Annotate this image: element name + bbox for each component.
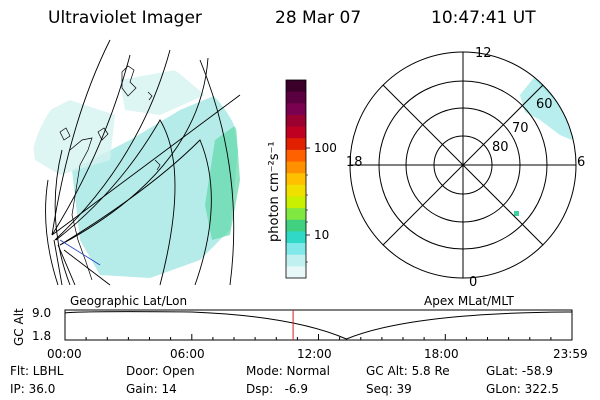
mlt-label-dawn: 6 bbox=[577, 155, 586, 170]
apex-caption: Apex MLat/MLT bbox=[424, 294, 514, 308]
timeline-xtick-1800: 18:00 bbox=[424, 347, 459, 361]
coastline bbox=[97, 127, 109, 141]
colorbar-swatch bbox=[286, 196, 306, 209]
colorbar-swatch bbox=[286, 138, 306, 151]
mlt-label-noon: 12 bbox=[475, 46, 492, 61]
status-seq: Seq: 39 bbox=[366, 382, 412, 396]
coastline bbox=[121, 65, 137, 97]
colorbar-swatch bbox=[286, 231, 306, 244]
timeline-xtick-0000: 00:00 bbox=[47, 347, 82, 361]
grid-parallel bbox=[55, 119, 176, 286]
grid-parallel bbox=[54, 149, 71, 286]
coastline bbox=[147, 91, 153, 101]
grid-meridian bbox=[199, 59, 235, 286]
colorbar-swatch bbox=[286, 103, 306, 116]
status-door: Door: Open bbox=[126, 364, 195, 378]
mlat-label-80: 80 bbox=[492, 140, 509, 155]
time-label: 10:47:41 UT bbox=[431, 8, 536, 28]
colorbar-swatch bbox=[286, 243, 306, 256]
colorbar bbox=[285, 79, 310, 279]
timeline-xtick-0600: 06:00 bbox=[170, 347, 205, 361]
colorbar-swatch bbox=[286, 173, 306, 186]
status-filter: Flt: LBHL bbox=[10, 364, 64, 378]
colorbar-label: photon cm⁻²s⁻¹ bbox=[267, 141, 282, 242]
grid-parallel bbox=[51, 94, 241, 236]
colorbar-swatch bbox=[286, 161, 306, 174]
colorbar-tick-label-100: 100 bbox=[314, 141, 337, 155]
aurora-emission-bright bbox=[205, 125, 240, 240]
grid-parallel bbox=[57, 244, 76, 286]
mlt-label-dusk: 18 bbox=[346, 155, 363, 170]
aurora-emission bbox=[72, 90, 238, 278]
terminator-line bbox=[59, 239, 101, 266]
geographic-caption: Geographic Lat/Lon bbox=[70, 294, 188, 308]
timeline-xtick-2359: 23:59 bbox=[553, 347, 588, 361]
timeline-ytick-9: 9.0 bbox=[32, 306, 52, 320]
mlat-label-60: 60 bbox=[536, 97, 553, 112]
colorbar-tick-label-10: 10 bbox=[314, 228, 330, 242]
status-dsp: Dsp: -6.9 bbox=[246, 382, 309, 396]
status-gain: Gain: 14 bbox=[126, 382, 177, 396]
orbit-altitude-curve bbox=[64, 311, 572, 340]
aurora-emission-faint bbox=[120, 70, 205, 115]
coastline bbox=[69, 137, 93, 281]
status-gc-alt: GC Alt: 5.8 Re bbox=[366, 364, 450, 378]
timeline-plot bbox=[64, 309, 573, 341]
coastline bbox=[154, 159, 161, 171]
status-ip: IP: 36.0 bbox=[10, 382, 56, 396]
mlat-label-70: 70 bbox=[512, 121, 529, 136]
colorbar-swatch bbox=[286, 219, 306, 232]
colorbar-swatch bbox=[286, 266, 306, 279]
timeline-xtick-1200: 12:00 bbox=[297, 347, 332, 361]
polar-diagonal bbox=[382, 84, 544, 246]
grid-parallel bbox=[63, 249, 111, 286]
grid-meridian bbox=[51, 39, 111, 236]
mlt-label-midnight: 0 bbox=[469, 275, 478, 290]
grid-meridian bbox=[54, 49, 171, 241]
colorbar-swatch bbox=[286, 80, 306, 93]
timeline-ytick-1-8: 1.8 bbox=[32, 329, 52, 343]
grid-meridian bbox=[59, 57, 209, 246]
status-glon: GLon: 322.5 bbox=[486, 382, 559, 396]
colorbar-swatch bbox=[286, 114, 306, 128]
grid-parallel bbox=[59, 139, 212, 286]
grid-meridian bbox=[51, 54, 131, 236]
colorbar-swatch bbox=[286, 254, 306, 267]
timeline-ylabel: GC Alt bbox=[12, 308, 26, 346]
colorbar-swatch bbox=[286, 126, 306, 139]
status-glat: GLat: -58.9 bbox=[486, 364, 553, 378]
colorbar-swatch bbox=[286, 91, 306, 104]
polar-plot bbox=[349, 51, 577, 279]
coastline bbox=[59, 127, 71, 141]
colorbar-swatch bbox=[286, 208, 306, 221]
colorbar-frame bbox=[285, 79, 307, 279]
grid-parallel bbox=[53, 239, 63, 286]
status-mode: Mode: Normal bbox=[246, 364, 330, 378]
grid-parallel bbox=[45, 179, 59, 286]
colorbar-swatch bbox=[286, 149, 306, 163]
date-label: 28 Mar 07 bbox=[275, 8, 362, 28]
colorbar-swatch bbox=[286, 184, 306, 197]
instrument-title: Ultraviolet Imager bbox=[48, 8, 202, 28]
geographic-image bbox=[30, 39, 241, 286]
emission-spot bbox=[514, 211, 519, 216]
